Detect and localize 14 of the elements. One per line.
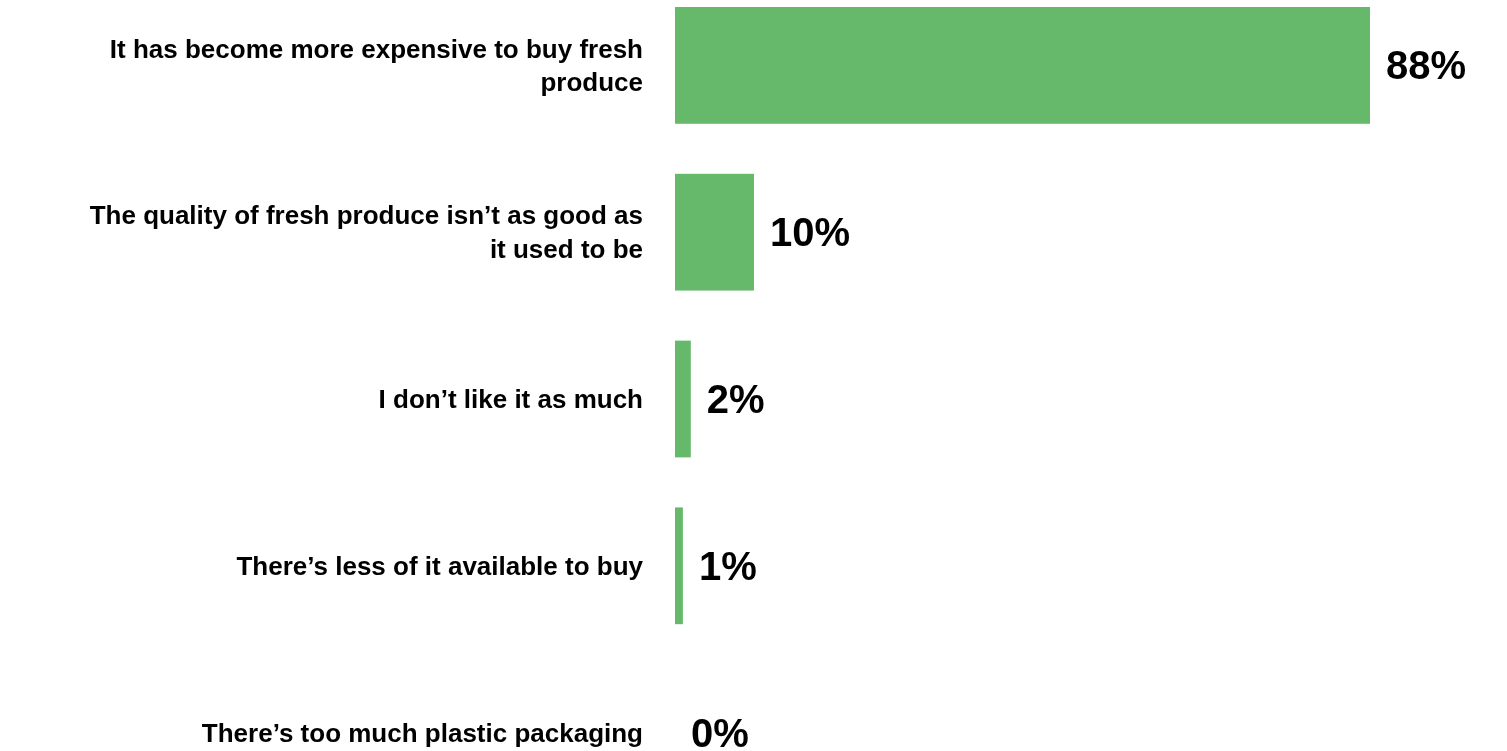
y-tick-label: There’s less of it available to buy (236, 550, 644, 581)
bar (675, 173, 754, 291)
y-tick-label: It has become more expensive to buy fresh produce (109, 33, 643, 98)
bar (675, 340, 691, 458)
bar (675, 507, 683, 625)
data-label: 2% (706, 377, 765, 421)
y-tick-label: I don’t like it as much (378, 384, 643, 415)
data-label: 0% (691, 710, 749, 751)
data-label: 1% (698, 543, 757, 588)
bar (675, 7, 1370, 124)
data-label: 88% (1386, 43, 1467, 88)
y-tick-label: There’s too much plastic packaging (201, 717, 643, 748)
data-label: 10% (769, 210, 851, 255)
y-tick-label: The quality of fresh produce isn’t as good as it used to be (89, 200, 643, 265)
